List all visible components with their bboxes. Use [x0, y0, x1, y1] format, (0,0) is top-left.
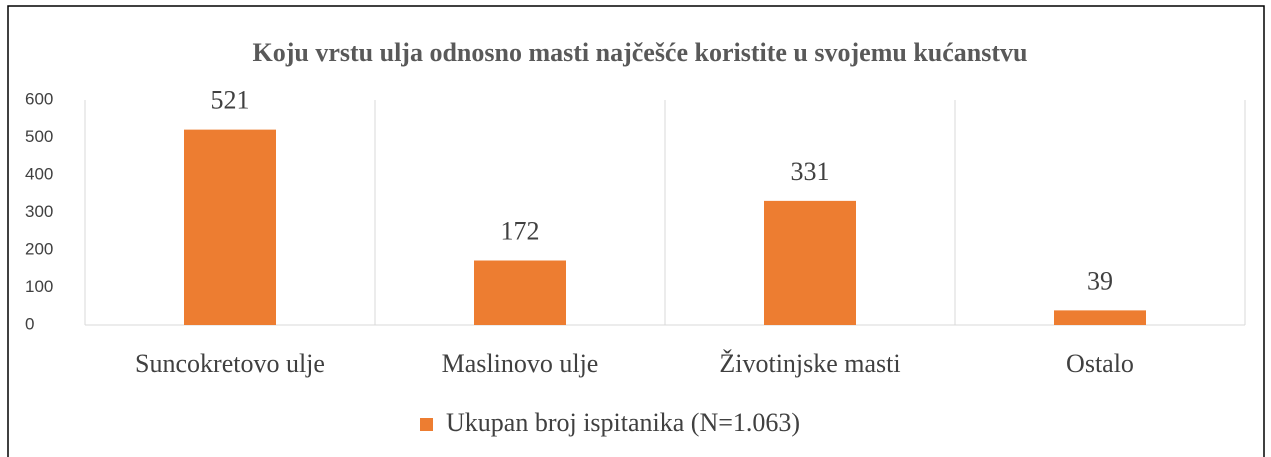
legend-label: Ukupan broj ispitanika (N=1.063) — [446, 408, 800, 437]
chart-title: Koju vrstu ulja odnosno masti najčešće k… — [253, 38, 1028, 67]
data-label: 172 — [501, 216, 540, 245]
x-tick-label: Maslinovo ulje — [442, 349, 599, 378]
y-tick-label: 600 — [25, 89, 53, 108]
x-tick-label: Suncokretovo ulje — [135, 349, 325, 378]
y-tick-label: 500 — [25, 127, 53, 146]
x-tick-label: Ostalo — [1066, 349, 1134, 378]
y-tick-label: 0 — [25, 314, 34, 333]
y-tick-label: 200 — [25, 239, 53, 258]
bar — [1054, 310, 1146, 325]
bar — [474, 260, 566, 325]
y-tick-label: 400 — [25, 164, 53, 183]
bar — [764, 200, 856, 325]
y-tick-label: 100 — [25, 277, 53, 296]
y-tick-label: 300 — [25, 202, 53, 221]
x-tick-label: Životinjske masti — [719, 349, 900, 378]
legend-swatch — [420, 418, 433, 431]
bar — [184, 129, 276, 325]
data-label: 521 — [211, 86, 250, 115]
data-label: 331 — [791, 157, 830, 186]
data-label: 39 — [1087, 266, 1113, 295]
